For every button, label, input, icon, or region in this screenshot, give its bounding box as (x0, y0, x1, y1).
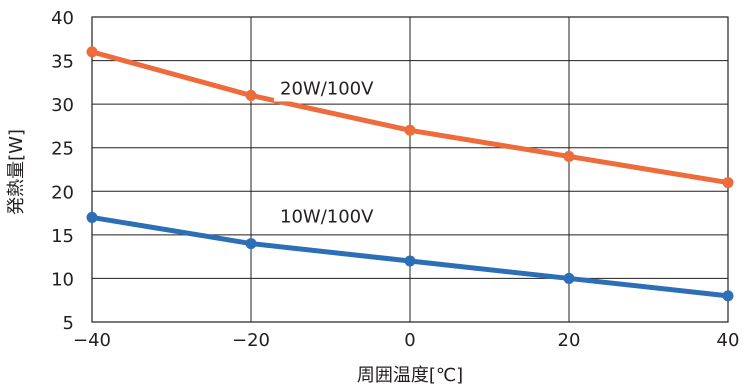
y-tick-label: 5 (63, 313, 74, 334)
data-point (404, 255, 416, 267)
data-point (86, 211, 98, 223)
data-point (86, 46, 98, 58)
y-tick-label: 30 (51, 95, 74, 116)
data-point (245, 89, 257, 101)
data-point (722, 290, 734, 302)
series-label: 20W/100V (280, 78, 374, 99)
y-tick-label: 25 (51, 139, 74, 160)
y-tick-label: 35 (51, 52, 74, 73)
x-tick-label: 40 (717, 330, 740, 351)
series (86, 46, 734, 302)
data-point (563, 272, 575, 284)
x-axis-title: 周囲温度[℃] (357, 365, 463, 386)
x-tick-label: −40 (73, 330, 111, 351)
series-label: 10W/100V (280, 206, 374, 227)
data-point (245, 238, 257, 250)
series-label-background (274, 204, 381, 230)
data-point (563, 150, 575, 162)
series-labels: 20W/100V 10W/100V (274, 76, 381, 230)
y-tick-label: 10 (51, 269, 74, 290)
data-point (404, 124, 416, 136)
data-point (722, 177, 734, 189)
x-tick-label: 0 (404, 330, 415, 351)
series-label-background (274, 76, 381, 102)
y-tick-label: 20 (51, 182, 74, 203)
axis-ticks: −40 −20 0 20 40 5 10 15 20 25 30 35 40 (51, 8, 739, 351)
x-tick-label: 20 (558, 330, 581, 351)
y-axis-title: 発熱量[W] (6, 129, 27, 215)
y-tick-label: 40 (51, 8, 74, 29)
y-tick-label: 15 (51, 226, 74, 247)
x-tick-label: −20 (232, 330, 270, 351)
